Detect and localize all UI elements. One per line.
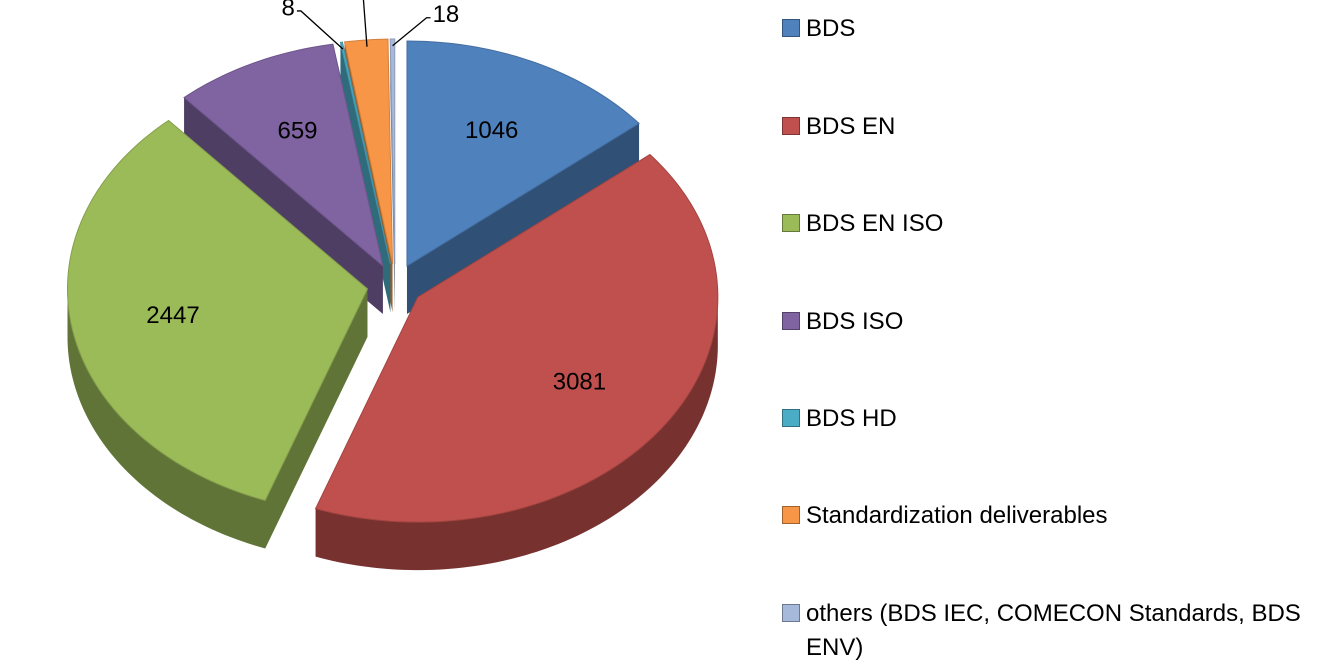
data-label: 659 — [277, 117, 317, 144]
legend-label: BDS EN — [806, 113, 896, 140]
legend-label: BDS — [806, 15, 856, 42]
slice — [339, 41, 391, 265]
slice — [406, 40, 640, 267]
slice — [389, 38, 396, 265]
data-label: 2447 — [146, 302, 199, 329]
legend-swatch — [782, 19, 800, 37]
legend-label: BDS EN ISO — [806, 210, 944, 237]
legend-item: Standardization deliverables — [782, 499, 1312, 533]
slice — [314, 153, 719, 523]
legend-swatch — [782, 214, 800, 232]
leader-line — [362, 0, 368, 47]
legend-item: BDS EN — [782, 110, 1312, 144]
data-label: 172 — [317, 0, 357, 4]
legend-item: BDS ISO — [782, 305, 1312, 339]
legend-item: others (BDS IEC, COMECON Standards, BDS … — [782, 597, 1312, 665]
leader-line — [296, 10, 344, 50]
legend-swatch — [782, 604, 800, 622]
legend-item: BDS HD — [782, 402, 1312, 436]
legend-item: BDS — [782, 12, 1312, 46]
data-label: 8 — [282, 0, 295, 21]
legend-label: BDS ISO — [806, 308, 904, 335]
legend-label: others (BDS IEC, COMECON Standards, BDS … — [806, 600, 1301, 661]
slice — [183, 43, 384, 268]
legend-swatch — [782, 117, 800, 135]
data-label: 18 — [433, 1, 460, 28]
legend-label: Standardization deliverables — [806, 502, 1108, 529]
legend-swatch — [782, 506, 800, 524]
leader-line — [392, 17, 431, 47]
pie-area: 1046 3081 2447 659 8 172 18 — [67, 0, 719, 571]
legend-swatch — [782, 409, 800, 427]
legend-label: BDS HD — [806, 405, 897, 432]
slice — [67, 119, 369, 502]
legend-swatch — [782, 312, 800, 330]
data-label: 3081 — [553, 368, 606, 395]
legend-item: BDS EN ISO — [782, 207, 1312, 241]
data-label: 1046 — [465, 117, 518, 144]
